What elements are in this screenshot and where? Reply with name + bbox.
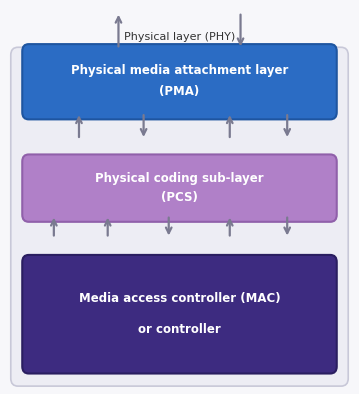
Text: Physical layer (PHY): Physical layer (PHY) [124,32,235,43]
Text: or controller: or controller [138,323,221,336]
Text: Physical media attachment layer: Physical media attachment layer [71,64,288,77]
FancyBboxPatch shape [22,255,337,374]
Text: Physical coding sub-layer: Physical coding sub-layer [95,172,264,185]
Text: (PMA): (PMA) [159,85,200,98]
Text: (PCS): (PCS) [161,191,198,204]
Text: Media access controller (MAC): Media access controller (MAC) [79,292,280,305]
FancyBboxPatch shape [22,44,337,119]
FancyBboxPatch shape [22,154,337,222]
FancyBboxPatch shape [11,47,348,386]
